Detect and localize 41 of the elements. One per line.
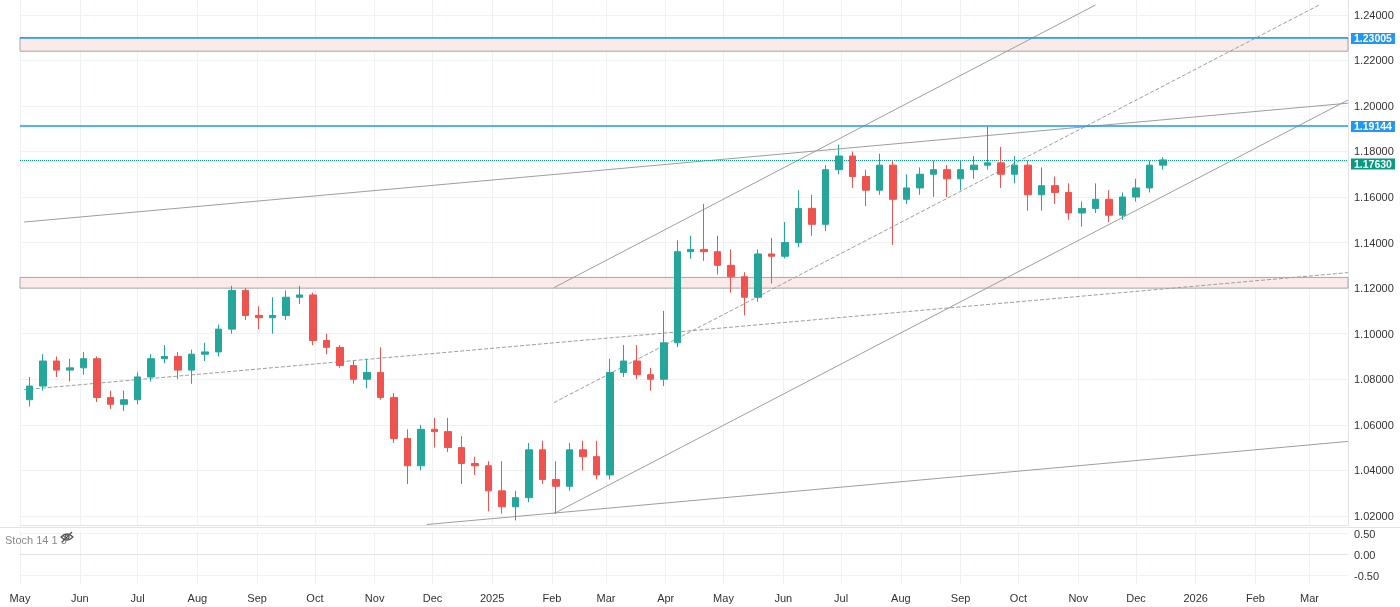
x-tick-label: Mar [596,591,616,604]
x-tick-label: Dec [1126,591,1147,604]
x-tick-label: Jul [834,591,849,604]
x-tick-label: Nov [1068,591,1089,604]
y-tick-label: -0.50 [1354,569,1380,582]
y-tick-label: 1.04000 [1354,464,1394,477]
y-tick-label: 1.22000 [1354,54,1394,67]
y-tick-label: 0.00 [1354,548,1376,561]
x-tick-label: 2026 [1183,591,1208,604]
y-tick-label: 1.10000 [1354,327,1394,340]
x-tick-label: Oct [1009,591,1027,604]
y-tick-label: 1.02000 [1354,509,1394,522]
x-tick-label: Mar [1299,591,1320,604]
y-tick-label: 1.20000 [1354,99,1394,112]
x-tick-label: Oct [306,591,324,604]
y-tick-label: 1.14000 [1354,236,1394,249]
ref-line-label: 1.17630 [1354,157,1393,170]
y-tick-label: 0.50 [1354,527,1376,540]
x-tick-label: Sep [247,591,267,604]
y-tick-label: 1.12000 [1354,282,1394,295]
x-tick-label: May [713,591,735,604]
x-tick-label: Dec [422,591,443,604]
x-tick-label: 2025 [479,591,505,604]
x-tick-label: Feb [1246,591,1265,604]
y-tick-label: 1.24000 [1354,8,1394,21]
x-tick-label: Aug [187,591,208,604]
x-tick-label: Jul [130,591,145,604]
y-tick-label: 1.08000 [1354,373,1394,386]
x-tick-label: May [9,591,31,604]
ref-line-label: 1.23005 [1354,32,1393,45]
x-tick-label: Nov [364,591,385,604]
x-tick-label: Apr [657,591,675,604]
x-tick-label: Feb [542,591,562,604]
x-tick-label: Jun [774,591,793,604]
x-tick-label: Aug [891,591,911,604]
x-tick-label: Jun [70,591,89,604]
ref-line-label: 1.19144 [1354,120,1393,133]
y-tick-label: 1.18000 [1354,145,1394,158]
y-tick-label: 1.06000 [1354,418,1394,431]
y-tick-label: 1.16000 [1354,191,1394,204]
x-tick-label: Sep [950,591,971,604]
